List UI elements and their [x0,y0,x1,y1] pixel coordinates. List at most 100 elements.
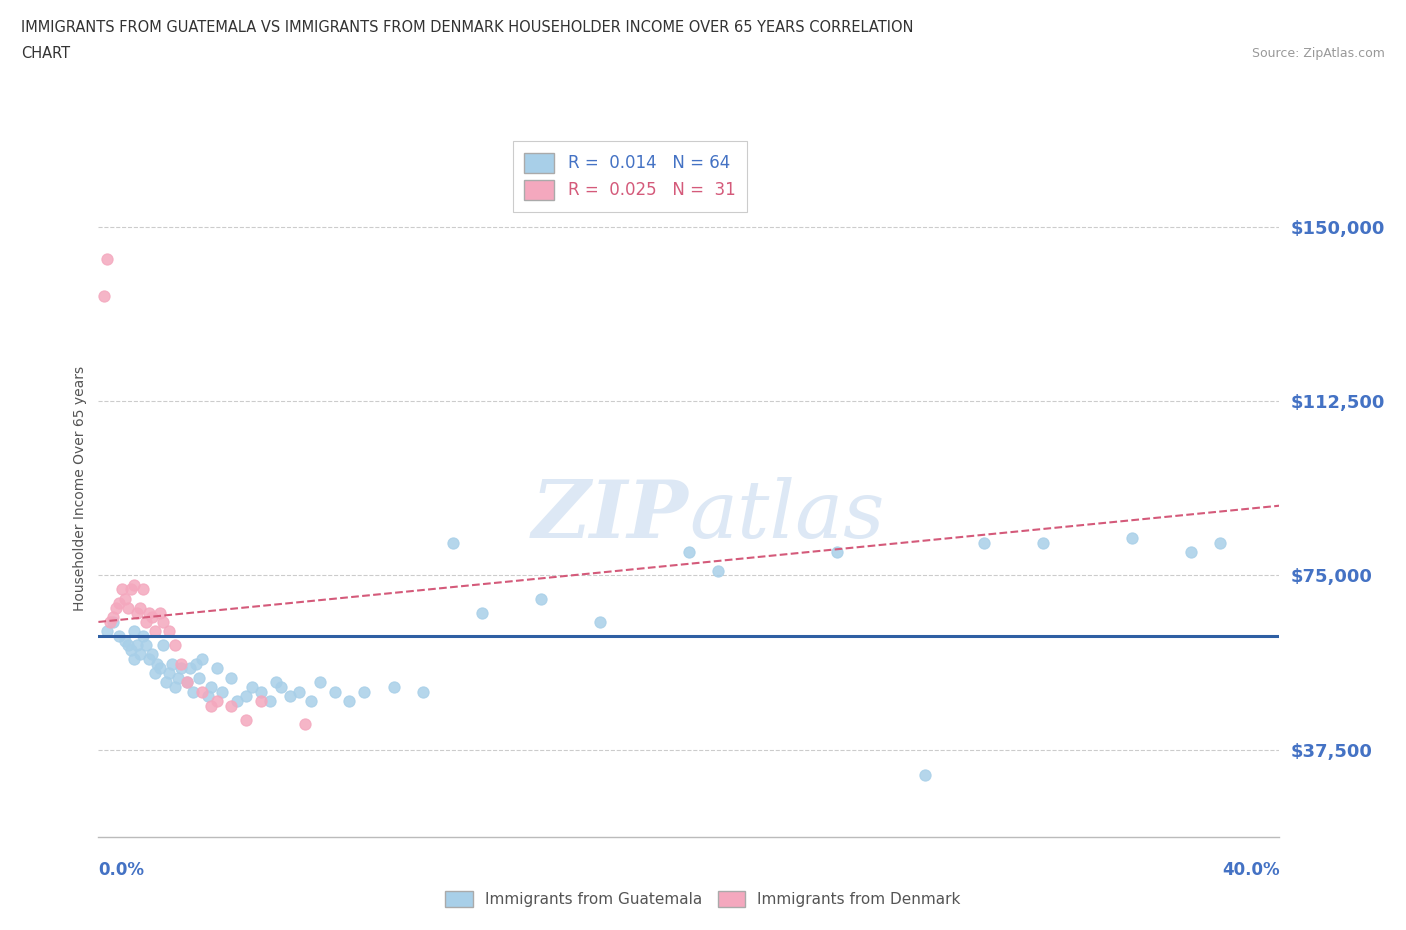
Point [165,638,187,653]
Point [973,536,995,551]
Point [111,582,134,597]
Point [205,694,228,709]
Point [471,605,494,620]
Point [141,610,163,625]
Point [125,605,148,620]
Point [103,615,125,630]
Legend: Immigrants from Guatemala, Immigrants from Denmark: Immigrants from Guatemala, Immigrants fr… [439,884,967,913]
Point [157,666,180,681]
Point [181,684,204,699]
Point [96,624,118,639]
Point [125,638,148,653]
Legend: R =  0.014   N = 64, R =  0.025   N =  31: R = 0.014 N = 64, R = 0.025 N = 31 [513,140,747,211]
Point [103,610,125,625]
Text: ZIP: ZIP [531,477,689,555]
Point [235,712,257,727]
Point [146,657,169,671]
Point [162,657,183,671]
Text: Source: ZipAtlas.com: Source: ZipAtlas.com [1251,46,1385,60]
Point [114,591,136,606]
Point [170,661,193,676]
Point [264,675,287,690]
Point [1180,545,1202,560]
Point [270,680,292,695]
Text: 0.0%: 0.0% [98,860,145,879]
Point [589,615,612,630]
Point [211,684,233,699]
Point [122,624,145,639]
Point [219,671,242,685]
Point [165,680,187,695]
Point [128,601,150,616]
Point [530,591,553,606]
Point [250,694,273,709]
Point [149,661,172,676]
Text: 40.0%: 40.0% [1222,860,1279,879]
Point [259,694,281,709]
Point [96,252,118,267]
Point [117,638,139,653]
Point [353,684,375,699]
Point [122,578,145,592]
Point [707,564,730,578]
Point [294,717,316,732]
Point [98,615,121,630]
Point [176,675,198,690]
Point [299,694,322,709]
Point [132,629,155,644]
Point [135,638,157,653]
Point [323,684,346,699]
Point [191,652,214,667]
Point [191,684,214,699]
Point [226,694,249,709]
Point [1032,536,1054,551]
Point [200,698,222,713]
Point [825,545,848,560]
Y-axis label: Householder Income Over 65 years: Householder Income Over 65 years [73,365,87,611]
Point [288,684,311,699]
Point [339,694,360,709]
Point [117,601,139,616]
Point [93,289,115,304]
Point [152,615,174,630]
Point [184,657,207,671]
Point [152,638,174,653]
Point [167,671,190,685]
Point [105,601,128,616]
Point [143,624,166,639]
Point [157,624,180,639]
Point [155,675,177,690]
Point [132,582,155,597]
Point [250,684,273,699]
Text: IMMIGRANTS FROM GUATEMALA VS IMMIGRANTS FROM DENMARK HOUSEHOLDER INCOME OVER 65 : IMMIGRANTS FROM GUATEMALA VS IMMIGRANTS … [21,20,914,35]
Point [382,680,405,695]
Text: atlas: atlas [689,477,884,555]
Point [914,768,936,783]
Point [170,657,193,671]
Point [128,647,150,662]
Point [179,661,201,676]
Point [678,545,700,560]
Text: CHART: CHART [21,46,70,61]
Point [122,652,145,667]
Point [108,596,131,611]
Point [120,582,142,597]
Point [120,643,142,658]
Point [278,689,302,704]
Point [200,680,222,695]
Point [412,684,434,699]
Point [138,652,160,667]
Point [1121,531,1143,546]
Point [1209,536,1232,551]
Point [235,689,257,704]
Point [176,675,198,690]
Point [143,666,166,681]
Point [135,615,157,630]
Point [219,698,242,713]
Point [138,605,160,620]
Point [108,629,131,644]
Point [149,605,172,620]
Point [114,633,136,648]
Point [187,671,209,685]
Point [141,647,163,662]
